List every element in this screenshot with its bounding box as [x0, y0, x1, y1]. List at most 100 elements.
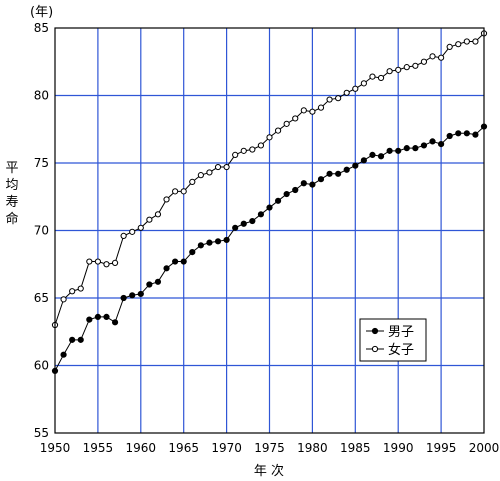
male-point: [103, 313, 110, 320]
female-point: [369, 73, 376, 80]
x-tick-label: 1955: [83, 441, 114, 455]
male-point: [326, 170, 333, 177]
female-point: [317, 104, 325, 111]
female-point: [352, 85, 359, 92]
x-tick-label: 1995: [426, 441, 457, 455]
male-point: [69, 336, 76, 343]
male-point: [257, 211, 265, 218]
female-point: [180, 188, 187, 195]
female-point: [86, 258, 93, 265]
male-point: [309, 181, 316, 188]
male-point: [412, 145, 419, 152]
male-point: [129, 292, 136, 299]
x-tick-label: 2000: [469, 441, 500, 455]
female-point: [94, 258, 102, 265]
male-point: [197, 242, 204, 249]
female-point: [163, 196, 170, 203]
female-point: [335, 95, 342, 102]
male-point: [472, 131, 479, 138]
female-point: [292, 115, 299, 122]
female-point: [146, 216, 153, 223]
female-point: [77, 285, 84, 292]
x-tick-label: 1990: [383, 441, 414, 455]
female-point: [69, 288, 76, 295]
female-point: [172, 188, 179, 195]
male-point: [206, 239, 213, 246]
female-point: [137, 224, 144, 231]
y-tick-label: 65: [34, 291, 49, 305]
male-point: [137, 290, 144, 298]
y-tick-label: 85: [34, 21, 49, 35]
female-point: [403, 64, 410, 71]
male-point: [240, 220, 247, 227]
x-tick-label: 1975: [254, 441, 285, 455]
male-point: [377, 153, 385, 160]
y-unit-label: (年): [30, 5, 53, 20]
female-point: [129, 228, 136, 235]
male-point: [94, 313, 102, 320]
female-point: [360, 80, 367, 87]
y-tick-label: 55: [34, 426, 49, 440]
female-point: [463, 38, 470, 45]
male-point: [146, 281, 153, 288]
female-point: [266, 134, 273, 141]
y-axis-label: 平均寿命: [5, 161, 18, 227]
male-point: [77, 336, 84, 343]
legend-box: [359, 318, 427, 362]
female-point: [214, 163, 222, 171]
female-point: [197, 172, 204, 179]
female-point: [60, 296, 67, 303]
female-point: [420, 58, 428, 65]
female-point: [120, 232, 127, 239]
series-group: [51, 30, 488, 374]
female-point: [240, 147, 247, 154]
male-point: [386, 147, 393, 154]
x-axis-label: 年 次: [254, 463, 284, 479]
female-point: [438, 54, 445, 61]
male-point: [214, 238, 222, 245]
female-point: [446, 43, 453, 51]
female-point: [429, 53, 436, 60]
female-point: [309, 108, 316, 115]
male-point: [360, 157, 367, 164]
legend-marker: [371, 345, 379, 353]
male-point: [180, 258, 187, 265]
male-point: [86, 316, 93, 323]
x-tick-label: 1985: [340, 441, 371, 455]
female-point: [154, 211, 162, 218]
female-point: [232, 151, 239, 158]
x-tick-label: 1980: [297, 441, 328, 455]
male-point: [420, 142, 428, 149]
legend-label: 男子: [388, 325, 414, 340]
female-point: [223, 163, 230, 171]
male-point: [369, 151, 376, 158]
male-point: [60, 351, 67, 358]
male-point: [403, 145, 410, 152]
plot-frame: [54, 27, 485, 434]
male-point: [120, 294, 127, 302]
male-point: [352, 162, 359, 169]
male-point: [429, 138, 436, 145]
male-point: [111, 319, 119, 326]
male-point: [343, 166, 350, 173]
x-tick-label: 1950: [40, 441, 71, 455]
legend-label: 女子: [388, 342, 414, 358]
y-tick-label: 75: [34, 156, 49, 170]
tick-labels: 1950 1955 1960 1965 1970 1975 1980 1985 1990 1995…: [34, 21, 500, 455]
y-tick-label: 70: [34, 224, 49, 238]
x-tick-label: 1970: [211, 441, 242, 455]
female-point: [377, 74, 385, 82]
male-point: [232, 224, 239, 231]
male-point: [189, 249, 196, 256]
female-point: [206, 169, 213, 176]
male-point: [292, 186, 299, 194]
female-point: [326, 96, 333, 103]
male-point: [300, 180, 307, 187]
female-point: [472, 38, 479, 45]
female-point: [274, 127, 282, 134]
male-point: [463, 130, 470, 137]
female-point: [111, 259, 119, 266]
male-point: [154, 278, 162, 285]
